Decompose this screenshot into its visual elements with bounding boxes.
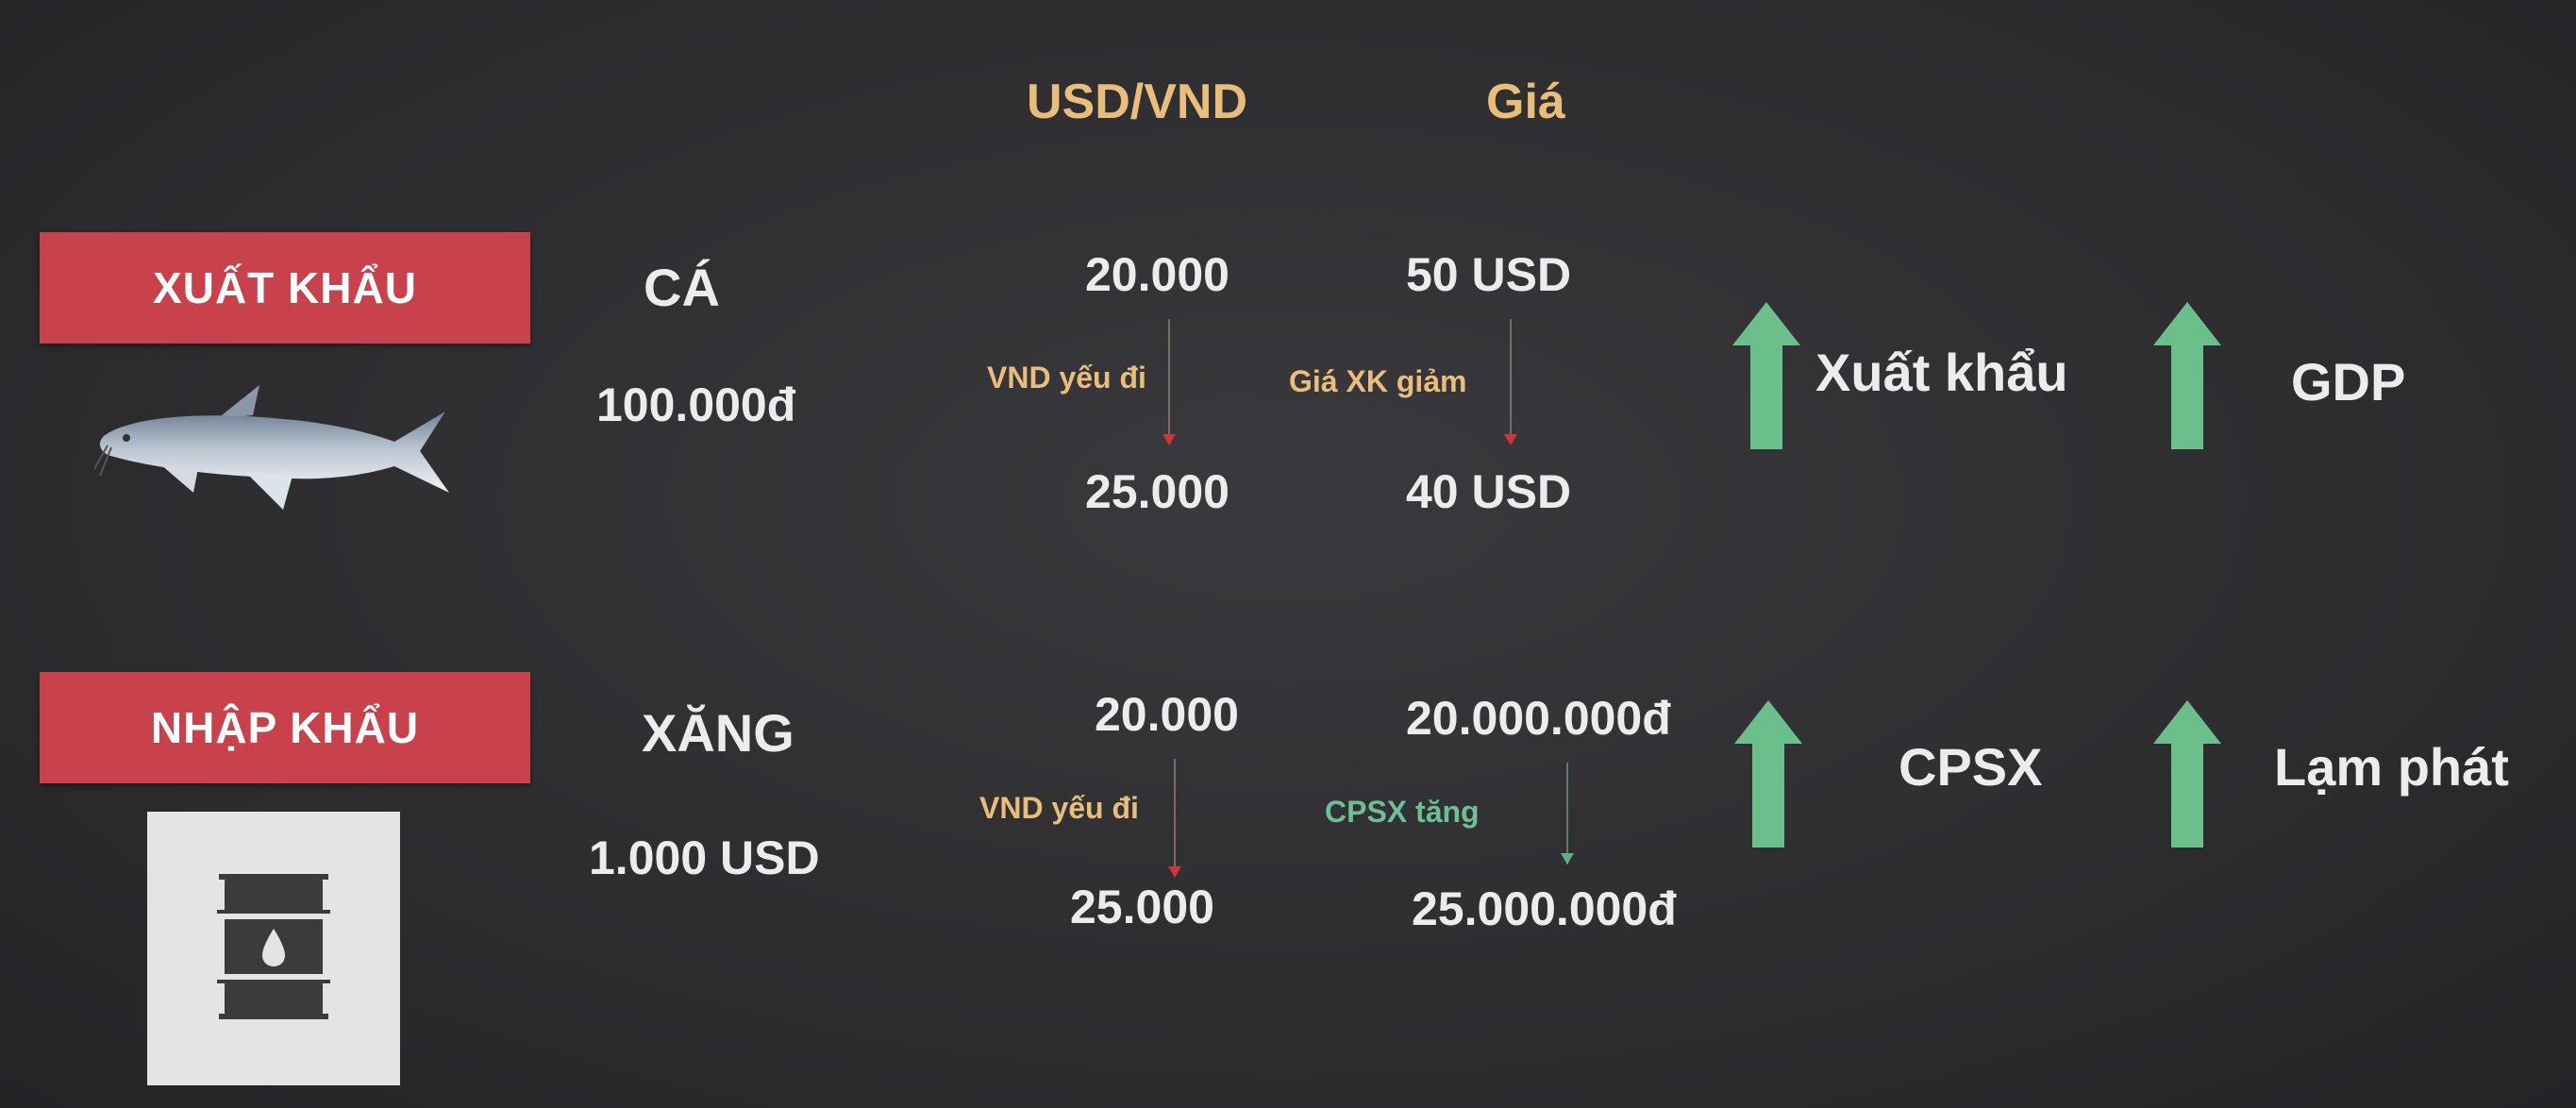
import-rate-before: 20.000 <box>1095 688 1239 741</box>
export-price-arrow-line <box>1510 319 1512 440</box>
import-price-before: 20.000.000đ <box>1406 692 1671 745</box>
import-label: NHẬP KHẨU <box>40 672 530 783</box>
import-price-after: 25.000.000đ <box>1412 882 1677 935</box>
export-rate-after: 25.000 <box>1085 465 1229 518</box>
export-rate-before: 20.000 <box>1085 248 1229 301</box>
export-rate-arrow-down-icon <box>1163 434 1176 452</box>
fish-icon <box>92 378 453 519</box>
import-rate-after: 25.000 <box>1070 881 1214 933</box>
export-effect-gdp: GDP <box>2291 352 2406 411</box>
import-product: XĂNG <box>642 703 795 763</box>
import-rate-arrow-line <box>1174 759 1176 872</box>
export-price-after: 40 USD <box>1406 465 1572 518</box>
export-price-note: Giá XK giảm <box>1289 364 1467 398</box>
import-price-arrow-line <box>1566 763 1568 865</box>
export-rate-note: VND yếu đi <box>987 361 1146 395</box>
header-price: Giá <box>1486 75 1565 129</box>
import-product-price: 1.000 USD <box>589 831 820 884</box>
export-up-arrow-icon <box>1732 302 1800 449</box>
import-effect-inflation: Lạm phát <box>2274 737 2509 797</box>
import-rate-arrow-down-icon <box>1168 866 1181 884</box>
export-effect-exports: Xuất khẩu <box>1815 343 2068 402</box>
cost-up-arrow-icon <box>1734 700 1802 848</box>
export-rate-arrow-line <box>1168 319 1170 440</box>
export-product-price: 100.000đ <box>596 378 796 431</box>
export-price-before: 50 USD <box>1406 248 1572 301</box>
gdp-up-arrow-icon <box>2153 302 2221 449</box>
import-rate-note: VND yếu đi <box>979 791 1139 825</box>
import-price-note: CPSX tăng <box>1325 795 1480 829</box>
header-usd-vnd: USD/VND <box>1027 75 1248 129</box>
inflation-up-arrow-icon <box>2153 700 2221 848</box>
export-product: CÁ <box>644 258 720 317</box>
export-label: XUẤT KHẨU <box>40 232 530 344</box>
import-price-arrow-down-icon <box>1561 853 1574 871</box>
export-price-arrow-down-icon <box>1504 434 1517 452</box>
oil-barrel-icon <box>147 812 400 1085</box>
import-effect-cost: CPSX <box>1899 737 2043 797</box>
